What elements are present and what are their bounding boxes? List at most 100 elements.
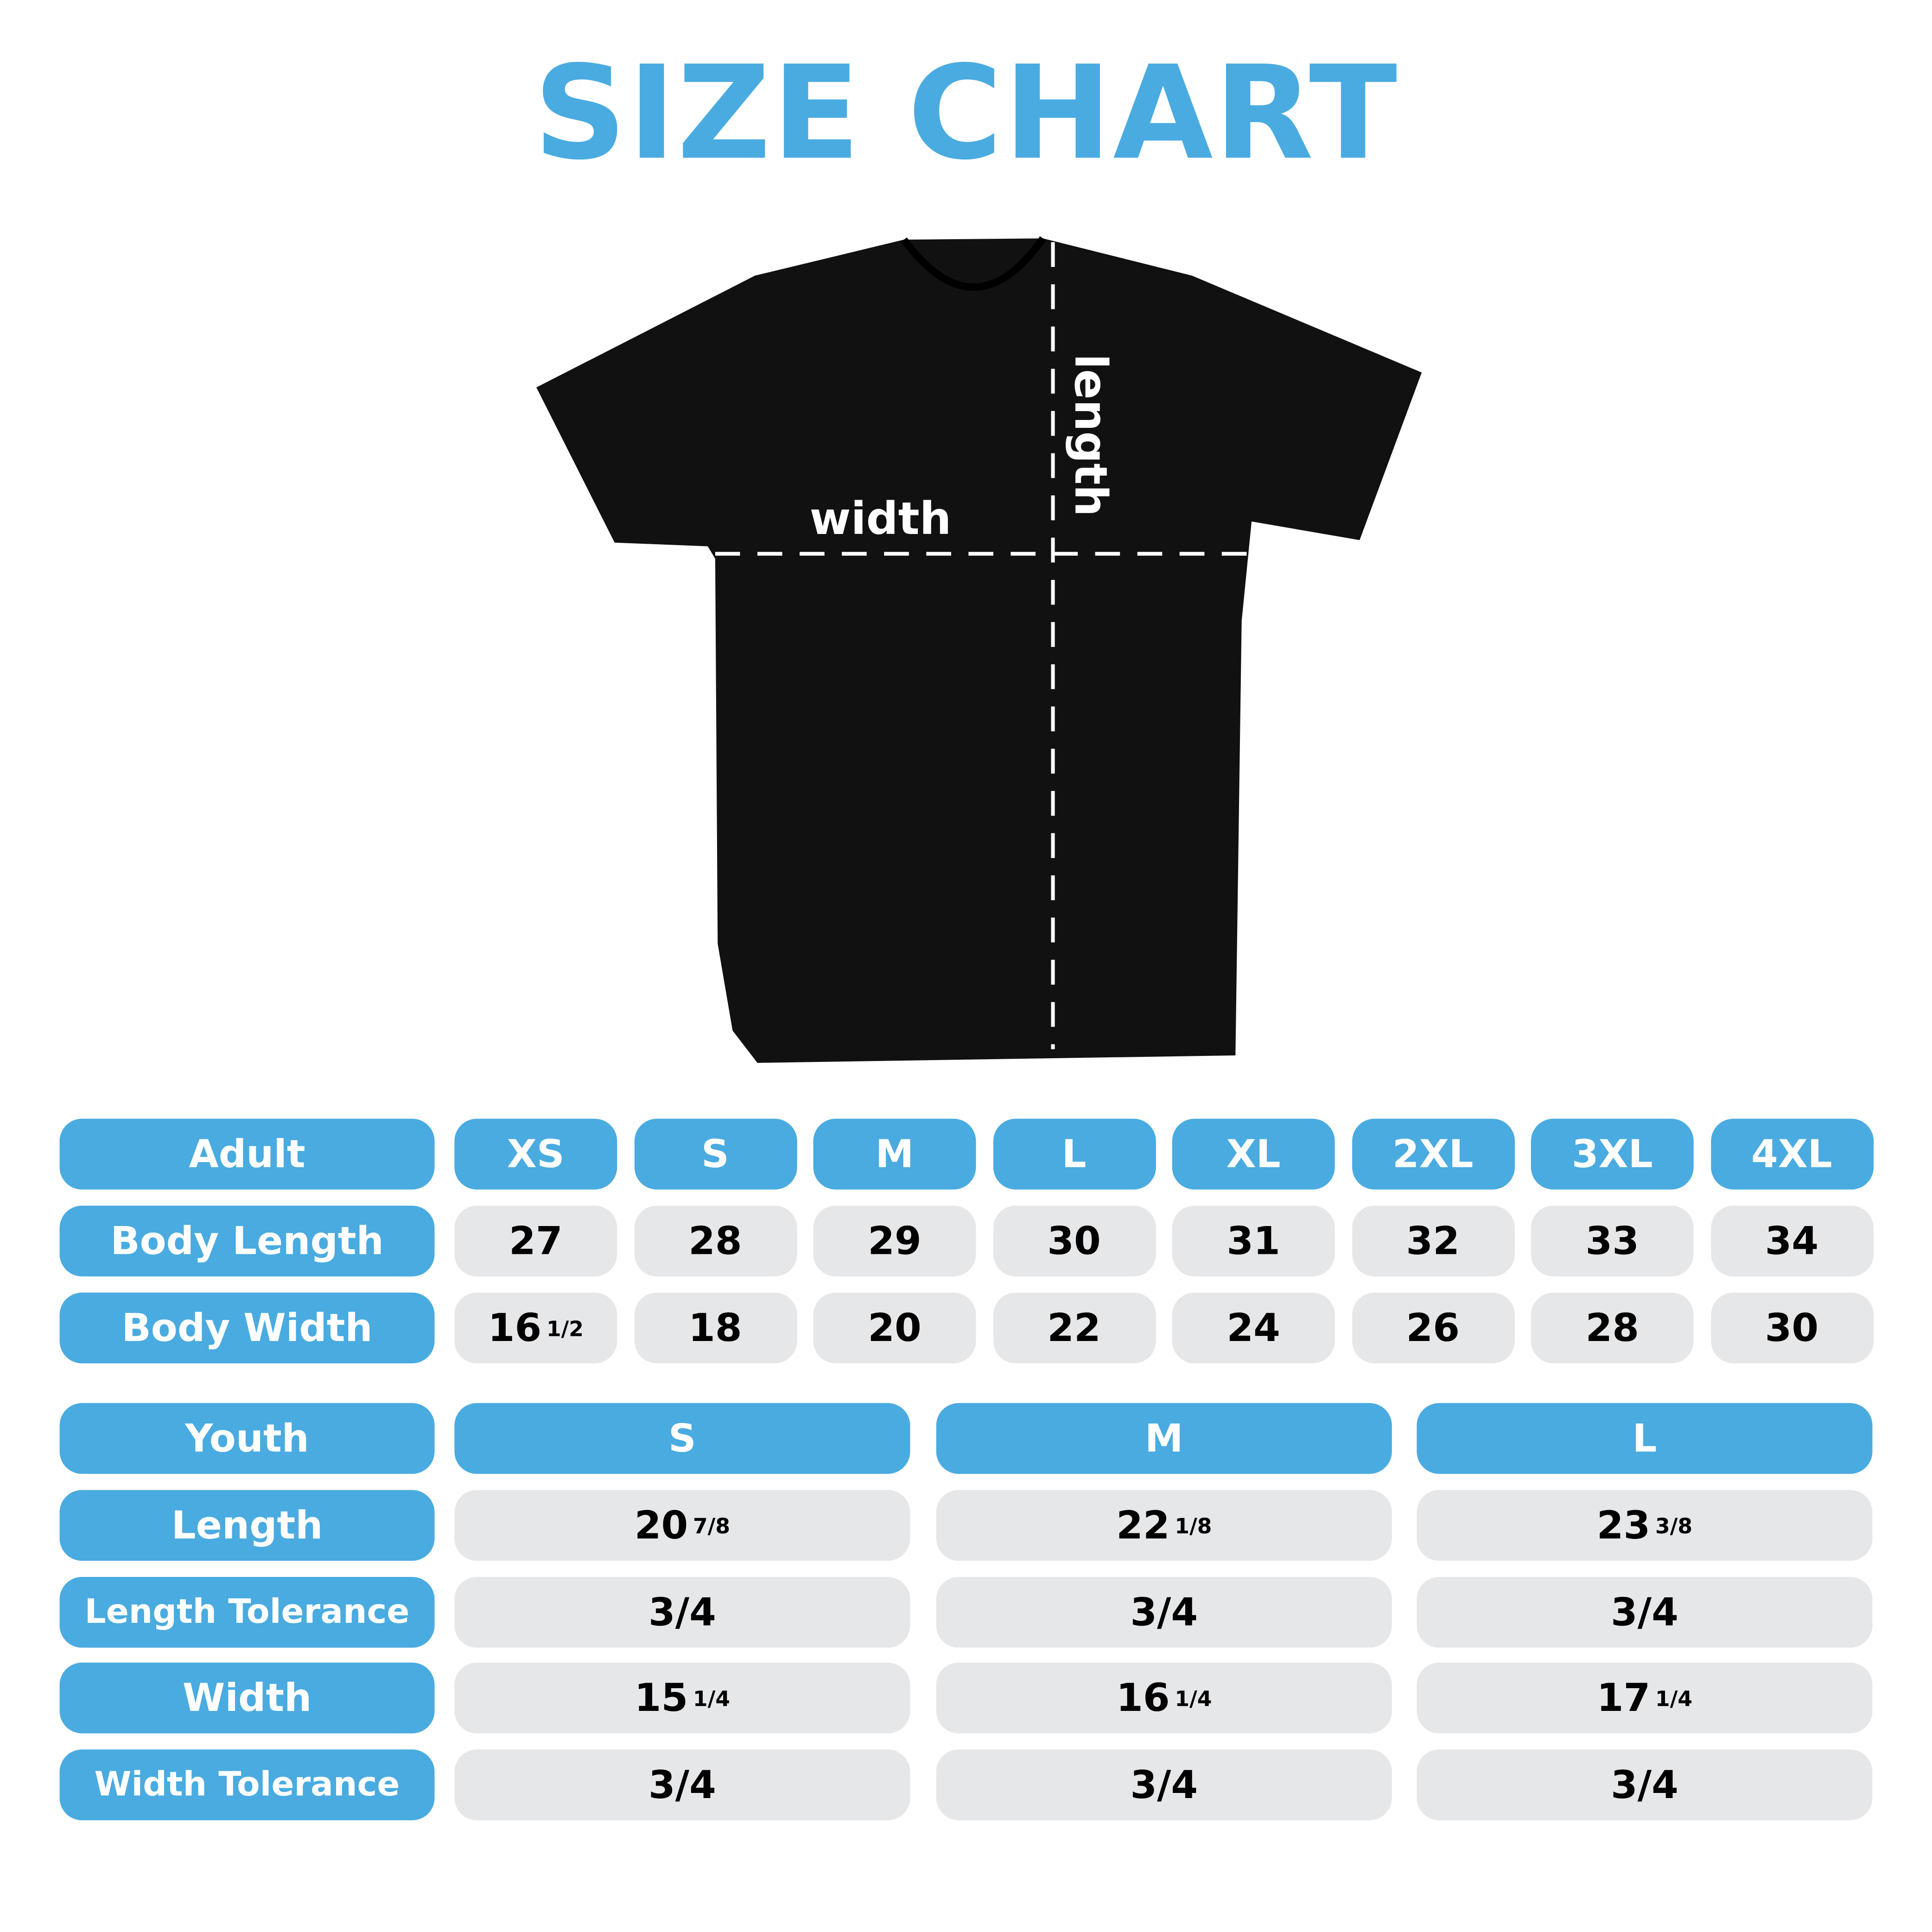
table-cell: 3/4 bbox=[1417, 1749, 1873, 1820]
cell-value: 32 bbox=[1406, 1219, 1460, 1264]
table-cell: 3/4 bbox=[454, 1576, 910, 1648]
cell-value: Length Tolerance bbox=[84, 1593, 410, 1632]
table-cell: 3/4 bbox=[1417, 1576, 1873, 1648]
cell-value: Youth bbox=[185, 1416, 309, 1461]
table-cell: 24 bbox=[1172, 1292, 1335, 1364]
adult-size-header: XL bbox=[1172, 1119, 1335, 1190]
cell-value: 29 bbox=[868, 1219, 922, 1264]
cell-value: 20 bbox=[634, 1503, 688, 1548]
tshirt-illustration: width length bbox=[536, 236, 1422, 1063]
cell-value: 3/4 bbox=[1130, 1762, 1198, 1807]
cell-value: 17 bbox=[1596, 1675, 1651, 1721]
table-cell: 27 bbox=[454, 1206, 617, 1277]
cell-value: 30 bbox=[1047, 1219, 1101, 1264]
cell-value: 27 bbox=[509, 1219, 563, 1264]
cell-fraction: 1/4 bbox=[693, 1687, 731, 1712]
cell-value: 3/4 bbox=[1130, 1590, 1198, 1635]
cell-value: Body Width bbox=[121, 1305, 373, 1351]
cell-value: 16 bbox=[1116, 1675, 1170, 1721]
table-cell: 28 bbox=[1531, 1292, 1694, 1364]
cell-value: 3/4 bbox=[648, 1590, 716, 1635]
adult-size-header: XS bbox=[454, 1119, 617, 1190]
table-cell: 15 1/4 bbox=[454, 1662, 910, 1734]
collar bbox=[901, 236, 1046, 291]
cell-fraction: 1/8 bbox=[1175, 1514, 1212, 1539]
cell-fraction: 1/4 bbox=[1655, 1687, 1693, 1712]
cell-value: 3/4 bbox=[1610, 1590, 1678, 1635]
cell-value: 18 bbox=[688, 1305, 742, 1351]
cell-value: S bbox=[668, 1416, 696, 1461]
youth-size-header: M bbox=[936, 1403, 1392, 1474]
cell-value: M bbox=[875, 1131, 914, 1177]
cell-value: 15 bbox=[634, 1675, 688, 1721]
cell-value: 30 bbox=[1765, 1305, 1819, 1351]
row-label: Body Length bbox=[59, 1206, 435, 1277]
table-cell: 20 7/8 bbox=[454, 1490, 910, 1561]
adult-size-header: S bbox=[634, 1119, 797, 1190]
table-cell: 3/4 bbox=[454, 1749, 910, 1820]
length-label: length bbox=[1065, 354, 1117, 516]
cell-value: 23 bbox=[1596, 1503, 1651, 1548]
cell-fraction: 7/8 bbox=[693, 1514, 731, 1539]
cell-value: 3/4 bbox=[648, 1762, 716, 1807]
row-label: Length Tolerance bbox=[59, 1576, 435, 1648]
cell-value: 3/4 bbox=[1610, 1762, 1678, 1807]
table-cell: 18 bbox=[634, 1292, 797, 1364]
cell-value: 28 bbox=[688, 1219, 742, 1264]
cell-value: XS bbox=[507, 1131, 565, 1177]
cell-value: 20 bbox=[868, 1305, 922, 1351]
cell-value: 3XL bbox=[1571, 1131, 1653, 1177]
table-cell: 31 bbox=[1172, 1206, 1335, 1277]
adult-header: Adult bbox=[59, 1119, 435, 1190]
tshirt-shape bbox=[536, 238, 1422, 1063]
row-label: Width bbox=[59, 1662, 435, 1734]
table-cell: 29 bbox=[813, 1206, 976, 1277]
row-label: Body Width bbox=[59, 1292, 435, 1364]
cell-value: XL bbox=[1226, 1131, 1281, 1177]
table-cell: 22 1/8 bbox=[936, 1490, 1392, 1561]
cell-value: L bbox=[1061, 1131, 1087, 1177]
adult-size-header: M bbox=[813, 1119, 976, 1190]
youth-header: Youth bbox=[59, 1403, 435, 1474]
table-cell: 33 bbox=[1531, 1206, 1694, 1277]
table-cell: 20 bbox=[813, 1292, 976, 1364]
youth-size-header: L bbox=[1417, 1403, 1873, 1474]
table-cell: 23 3/8 bbox=[1417, 1490, 1873, 1561]
adult-size-header: 3XL bbox=[1531, 1119, 1694, 1190]
table-cell: 16 1/4 bbox=[936, 1662, 1392, 1734]
cell-value: S bbox=[701, 1131, 729, 1177]
table-cell: 30 bbox=[1710, 1292, 1873, 1364]
table-cell: 17 1/4 bbox=[1417, 1662, 1873, 1734]
adult-size-header: 4XL bbox=[1710, 1119, 1873, 1190]
adult-size-header: 2XL bbox=[1351, 1119, 1514, 1190]
table-cell: 30 bbox=[992, 1206, 1156, 1277]
cell-value: Body Length bbox=[110, 1219, 384, 1264]
page-title: SIZE CHART bbox=[534, 37, 1398, 189]
cell-value: 33 bbox=[1585, 1219, 1640, 1264]
cell-value: Adult bbox=[189, 1131, 305, 1177]
row-label: Width Tolerance bbox=[59, 1749, 435, 1820]
cell-value: 26 bbox=[1406, 1305, 1460, 1351]
row-label: Length bbox=[59, 1490, 435, 1561]
table-cell: 16 1/2 bbox=[454, 1292, 617, 1364]
width-label: width bbox=[810, 492, 952, 545]
cell-value: L bbox=[1632, 1416, 1657, 1461]
table-cell: 34 bbox=[1710, 1206, 1873, 1277]
cell-value: 22 bbox=[1047, 1305, 1101, 1351]
cell-value: M bbox=[1144, 1416, 1183, 1461]
table-cell: 26 bbox=[1351, 1292, 1514, 1364]
cell-value: 28 bbox=[1585, 1305, 1640, 1351]
cell-value: 16 bbox=[488, 1305, 542, 1351]
adult-size-header: L bbox=[992, 1119, 1156, 1190]
cell-fraction: 3/8 bbox=[1655, 1514, 1693, 1539]
cell-value: Length bbox=[171, 1503, 323, 1548]
table-cell: 28 bbox=[634, 1206, 797, 1277]
cell-value: Width bbox=[182, 1675, 312, 1721]
cell-value: 24 bbox=[1227, 1305, 1280, 1351]
cell-value: 31 bbox=[1227, 1219, 1280, 1264]
cell-value: 4XL bbox=[1751, 1131, 1832, 1177]
table-cell: 3/4 bbox=[936, 1576, 1392, 1648]
cell-value: 22 bbox=[1116, 1503, 1170, 1548]
table-cell: 22 bbox=[992, 1292, 1156, 1364]
